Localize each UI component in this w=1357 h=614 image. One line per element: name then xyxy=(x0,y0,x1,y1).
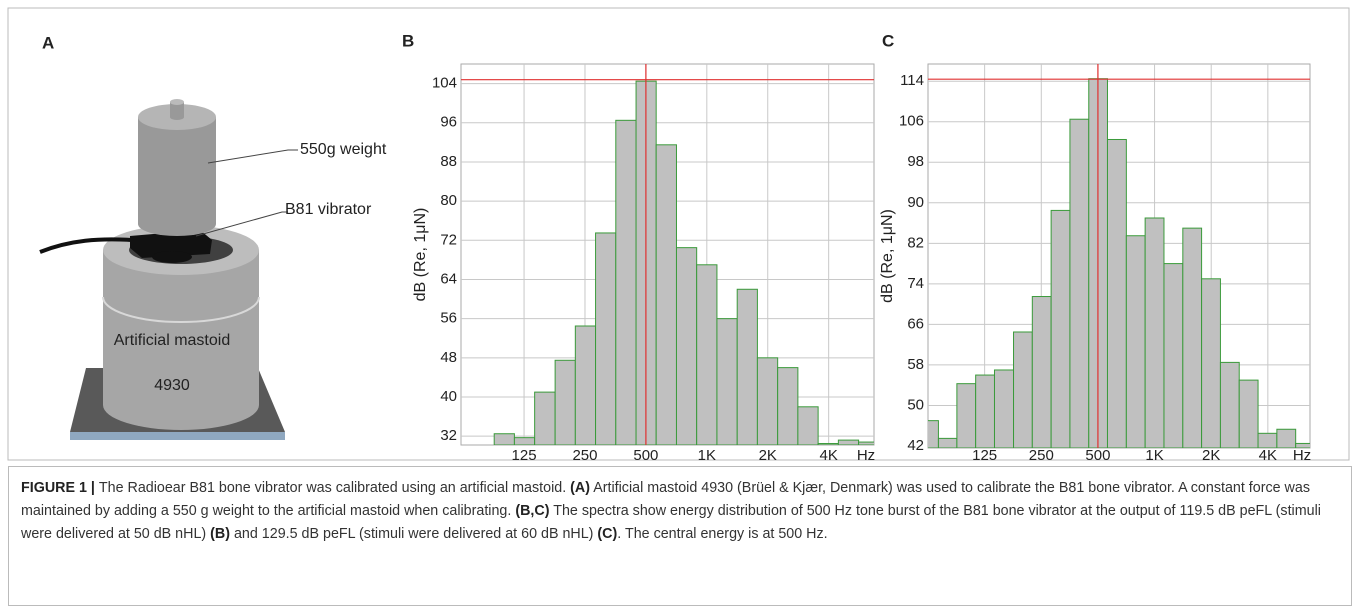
x-tick-label: 500 xyxy=(1085,447,1110,462)
bar xyxy=(1031,296,1052,448)
bar xyxy=(1144,217,1165,448)
bar xyxy=(493,433,515,445)
y-axis-label: dB (Re, 1μN) xyxy=(879,209,896,303)
plot xyxy=(461,64,874,445)
bar xyxy=(1069,118,1090,448)
bar xyxy=(513,437,536,445)
bar xyxy=(928,420,939,448)
x-tick-label: 250 xyxy=(572,447,597,462)
panel-label: A xyxy=(42,33,54,52)
bar xyxy=(797,406,819,445)
mastoid-illustration xyxy=(39,99,298,440)
bar xyxy=(675,247,698,445)
bar xyxy=(1219,361,1240,448)
bar xyxy=(1238,379,1259,448)
bar xyxy=(1013,331,1033,448)
caption-text: (B) xyxy=(210,526,230,542)
bar xyxy=(937,437,958,448)
bar xyxy=(554,359,576,445)
annotation: B81 vibrator xyxy=(285,201,372,218)
bar xyxy=(615,119,637,445)
plot xyxy=(928,64,1310,448)
bar xyxy=(1201,278,1221,448)
x-tick-label: 2K xyxy=(759,447,777,462)
x-tick-label: 1K xyxy=(1145,447,1163,462)
bar xyxy=(1295,442,1310,448)
x-axis-label: Hz xyxy=(1293,447,1311,462)
y-tick-label: 48 xyxy=(440,349,457,366)
bar xyxy=(716,318,738,445)
figure: A 550g weight B81 vibrator Artificial ma… xyxy=(7,7,1350,462)
bar xyxy=(993,369,1015,448)
y-tick-label: 50 xyxy=(907,396,924,413)
y-tick-label: 42 xyxy=(907,437,924,454)
y-tick-label: 82 xyxy=(907,234,924,251)
bar xyxy=(1050,209,1071,448)
bar xyxy=(756,357,779,445)
bar xyxy=(1276,428,1297,448)
y-tick-label: 58 xyxy=(907,356,924,373)
caption: FIGURE 1 | The Radioear B81 bone vibrato… xyxy=(8,466,1352,606)
bar xyxy=(534,391,556,445)
y-tick-label: 74 xyxy=(907,275,924,292)
caption-text: and 129.5 dB peFL (stimuli were delivere… xyxy=(230,526,598,542)
caption-text: (B,C) xyxy=(515,503,550,519)
y-tick-label: 80 xyxy=(440,192,457,209)
bar xyxy=(1163,263,1184,448)
bar xyxy=(837,439,860,445)
y-tick-label: 40 xyxy=(440,388,457,405)
bar xyxy=(956,383,977,448)
annotation: Artificial mastoid xyxy=(114,332,230,349)
x-tick-label: 500 xyxy=(633,447,658,462)
caption-text: The spectra show energy distribution of … xyxy=(21,503,1321,542)
annotation: 4930 xyxy=(154,377,190,394)
y-tick-label: 98 xyxy=(907,153,924,170)
y-tick-label: 66 xyxy=(907,315,924,332)
caption-text: The Radioear B81 bone vibrator was calib… xyxy=(98,480,571,496)
panel-label: C xyxy=(882,31,894,50)
bar xyxy=(1106,138,1127,448)
x-tick-label: 125 xyxy=(972,447,997,462)
bar xyxy=(1125,235,1146,448)
bar xyxy=(1257,432,1278,448)
bar xyxy=(975,374,995,448)
x-tick-label: 1K xyxy=(698,447,716,462)
x-tick-label: 4K xyxy=(1259,447,1277,462)
x-axis-label: Hz xyxy=(857,447,875,462)
x-tick-label: 4K xyxy=(819,447,837,462)
panel-label: B xyxy=(402,31,414,50)
caption-text: . The central energy is at 500 Hz. xyxy=(617,526,828,542)
bar xyxy=(777,367,799,445)
caption-text: Artificial mastoid 4930 (Brüel & Kjær, D… xyxy=(21,480,1310,519)
y-tick-label: 104 xyxy=(432,75,457,92)
x-tick-label: 125 xyxy=(512,447,537,462)
y-tick-label: 56 xyxy=(440,310,457,327)
y-tick-label: 72 xyxy=(440,231,457,248)
y-tick-label: 114 xyxy=(900,72,924,89)
bar xyxy=(696,264,718,445)
annotation: 550g weight xyxy=(300,141,387,158)
bar xyxy=(817,443,839,445)
bar xyxy=(574,325,597,445)
x-tick-label: 250 xyxy=(1029,447,1054,462)
bar xyxy=(858,441,874,445)
y-axis-label: dB (Re, 1μN) xyxy=(412,208,429,302)
bar xyxy=(736,288,758,445)
y-tick-label: 90 xyxy=(907,194,924,211)
caption-text: (C) xyxy=(597,526,618,542)
bar xyxy=(655,144,677,445)
x-tick-label: 2K xyxy=(1202,447,1220,462)
y-tick-label: 96 xyxy=(440,114,457,131)
y-tick-label: 32 xyxy=(440,427,457,444)
caption-text: FIGURE 1 | xyxy=(21,480,99,496)
y-tick-label: 106 xyxy=(899,113,924,130)
y-tick-label: 88 xyxy=(440,153,457,170)
bar xyxy=(1182,227,1203,448)
caption-text: (A) xyxy=(570,480,591,496)
y-tick-label: 64 xyxy=(440,270,457,287)
bar xyxy=(595,232,617,445)
figure-border xyxy=(7,7,1350,461)
